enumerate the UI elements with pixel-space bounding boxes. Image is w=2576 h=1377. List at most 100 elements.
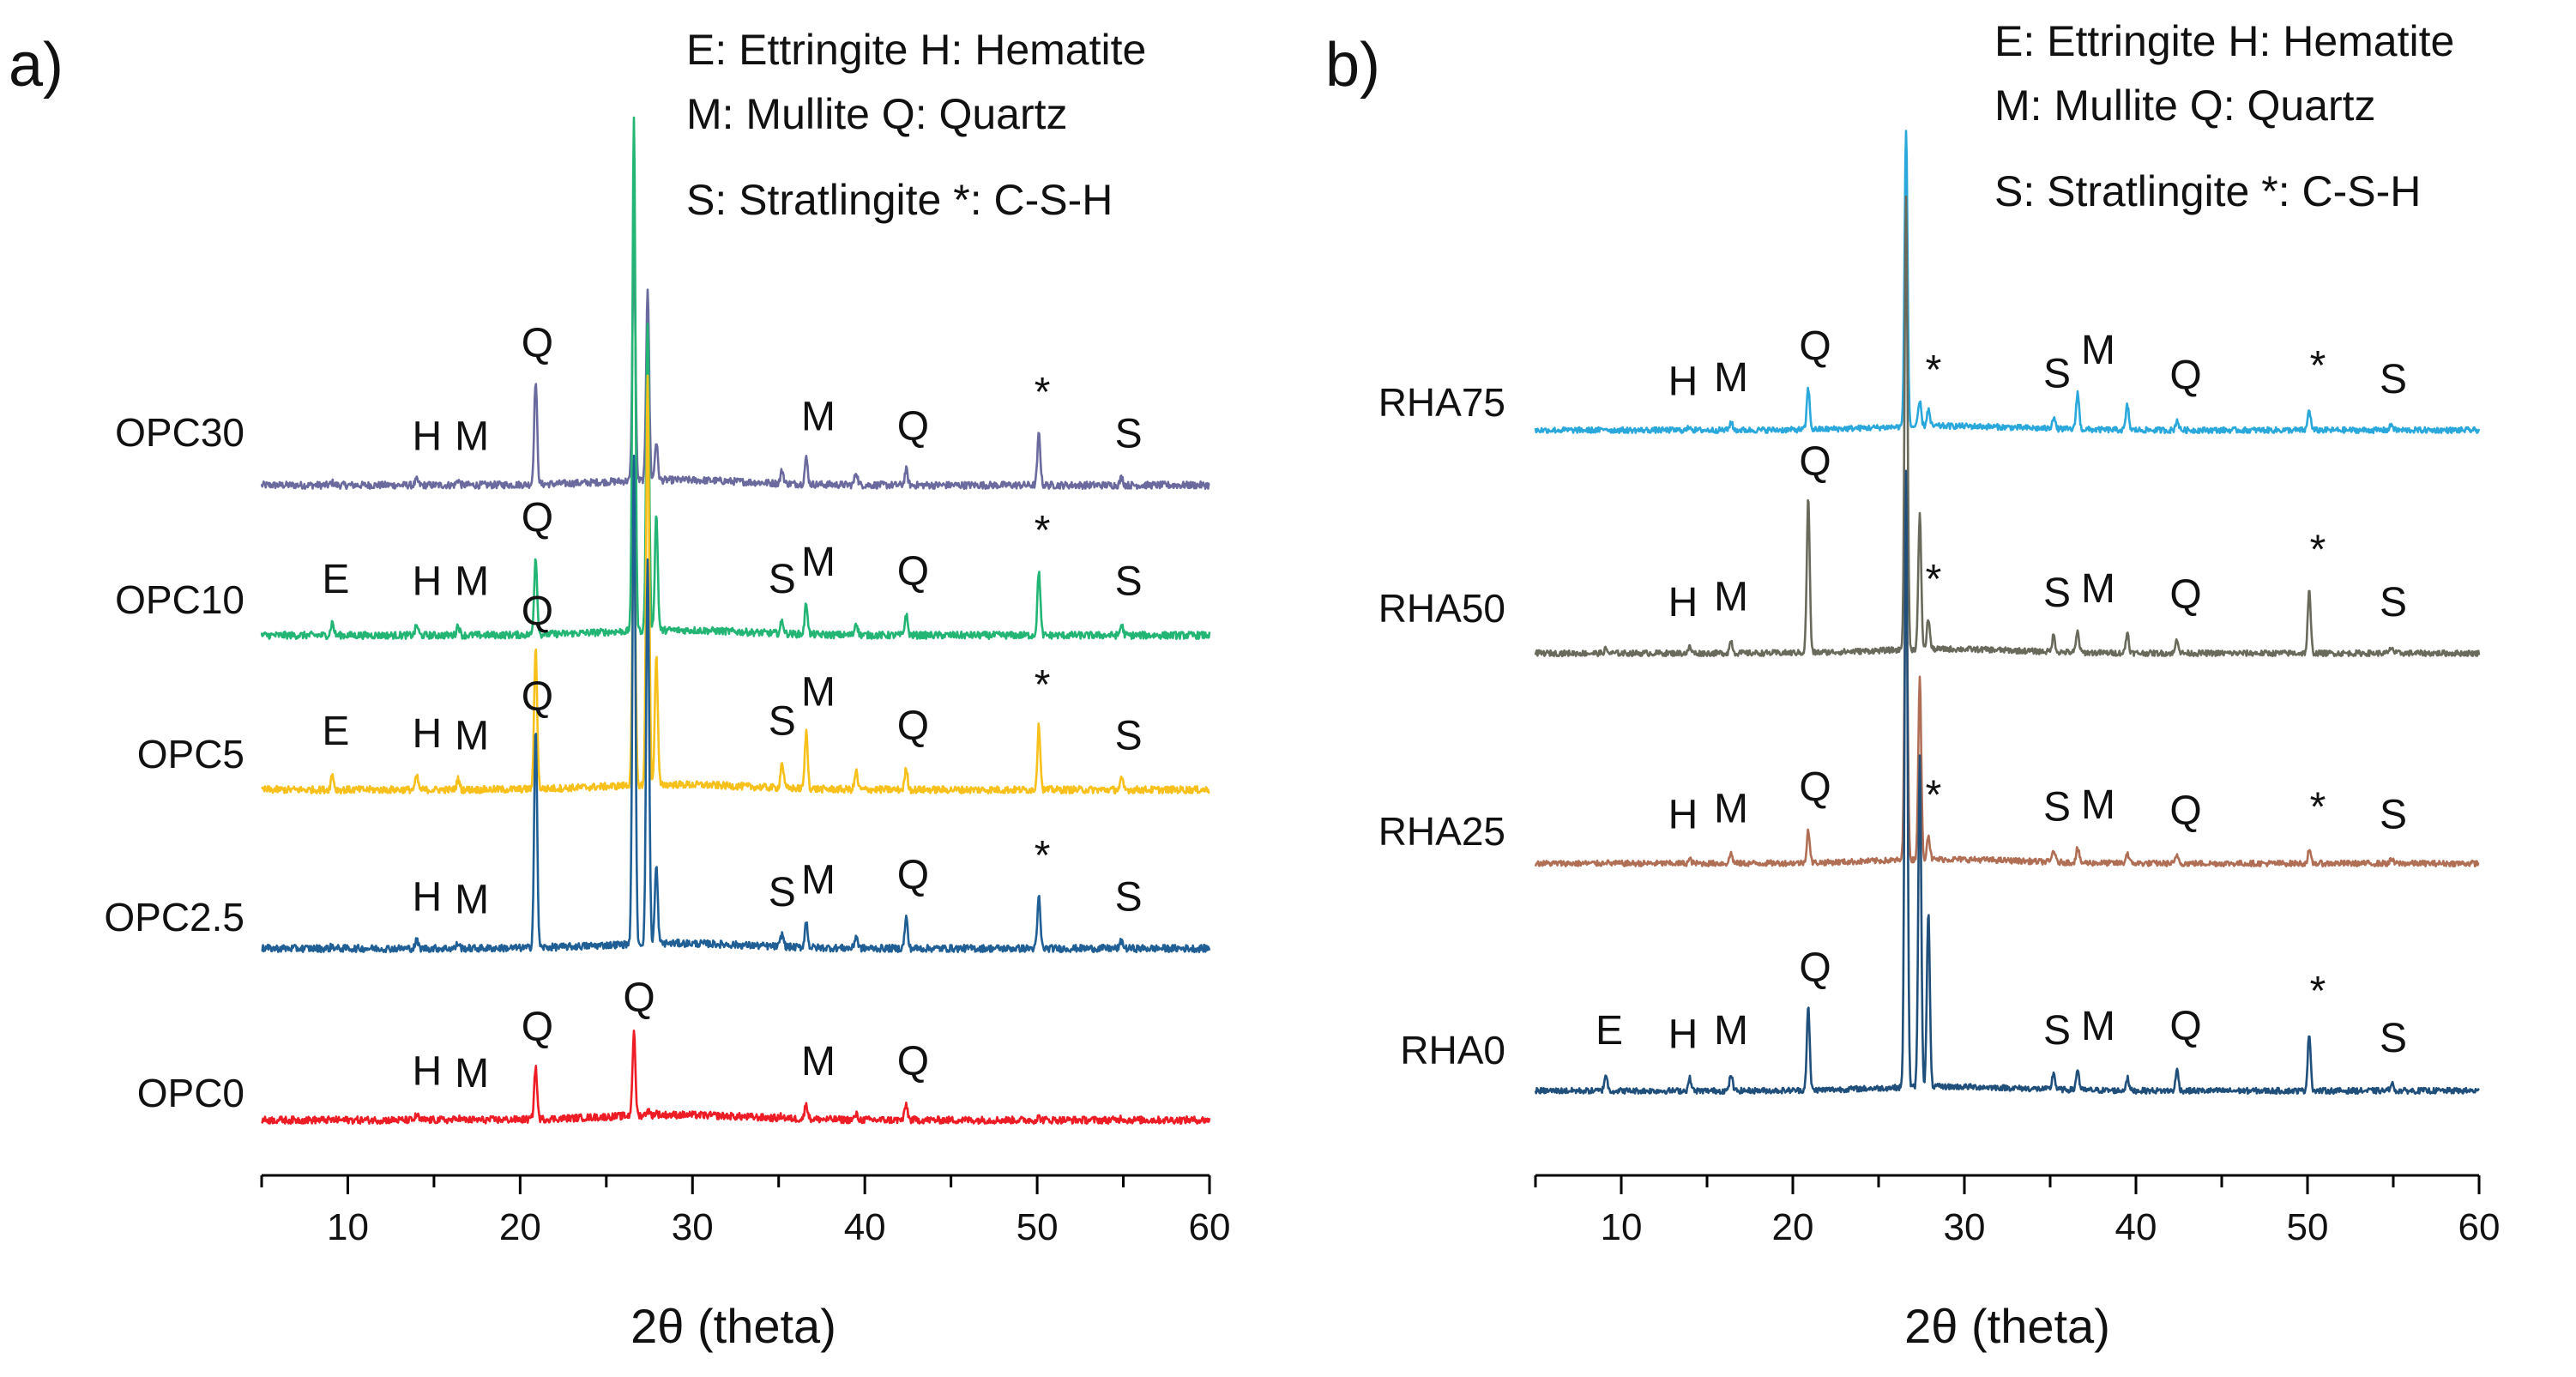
- panel-b-legend-line-2: M: Mullite Q: Quartz: [1994, 82, 2376, 130]
- peak-marker: *: [2310, 528, 2326, 573]
- panel-a-legend-line-1: E: Ettringite H: Hematite: [686, 26, 1146, 74]
- panel-b-legend-line-1: E: Ettringite H: Hematite: [1994, 17, 2454, 65]
- sample-label: OPC30: [115, 410, 244, 455]
- peak-marker: Q: [1799, 323, 1831, 369]
- x-tick-label: 30: [1944, 1206, 1986, 1248]
- panel-a-legend: E: Ettringite H: Hematite M: Mullite Q: …: [686, 26, 1146, 224]
- peak-marker: S: [2043, 571, 2071, 616]
- peak-marker: M: [2081, 782, 2115, 828]
- peak-marker: Q: [1799, 945, 1831, 991]
- trace-opc10: [260, 116, 1211, 640]
- peak-marker: Q: [623, 975, 655, 1021]
- peak-marker: Q: [2169, 1004, 2201, 1049]
- peak-marker: S: [769, 699, 796, 745]
- peak-marker: E: [322, 557, 349, 602]
- x-tick-label: 40: [844, 1206, 886, 1248]
- panel-b-label: b): [1325, 31, 1380, 100]
- peak-marker: *: [1035, 508, 1051, 553]
- peak-marker: S: [2380, 792, 2407, 837]
- trace-rha50: [1534, 195, 2481, 658]
- peak-marker: *: [1035, 662, 1051, 708]
- peak-marker: Q: [897, 549, 929, 595]
- peak-marker: S: [1115, 411, 1143, 456]
- peak-marker: M: [455, 1051, 489, 1096]
- peak-marker: *: [2310, 969, 2326, 1014]
- sample-label: OPC0: [137, 1071, 244, 1115]
- peak-marker: Q: [522, 321, 553, 366]
- sample-label: RHA0: [1400, 1028, 1505, 1072]
- peak-marker: E: [1596, 1008, 1623, 1054]
- peak-marker: *: [1926, 557, 1942, 602]
- x-tick-label: 10: [327, 1206, 369, 1248]
- panel-a-legend-line-3: S: Stratlingite *: C-S-H: [686, 176, 1113, 224]
- peak-marker: H: [1668, 792, 1698, 837]
- peak-marker: H: [413, 414, 443, 459]
- peak-marker: H: [413, 711, 443, 757]
- peak-marker: M: [455, 414, 489, 459]
- panel-b-x-axis: 10 20 30 40 50 60: [1534, 1174, 2500, 1248]
- trace-rha25: [1534, 541, 2480, 868]
- peak-marker: M: [1714, 574, 1748, 619]
- peak-marker: Q: [522, 1005, 553, 1050]
- peak-marker: H: [413, 559, 443, 605]
- peak-marker: M: [801, 1039, 836, 1084]
- peak-marker: *: [1926, 347, 1942, 393]
- panel-a-legend-line-2: M: Mullite Q: Quartz: [686, 90, 1068, 138]
- sample-label: OPC5: [137, 732, 244, 776]
- peak-marker: M: [455, 559, 489, 605]
- peak-marker: *: [1926, 773, 1942, 818]
- peak-marker: H: [413, 1048, 443, 1094]
- peak-marker: Q: [522, 674, 553, 720]
- peak-marker: H: [413, 874, 443, 920]
- series-rha25: RHA25 H M Q * S M Q * S: [1378, 541, 2480, 868]
- peak-marker: M: [801, 395, 836, 440]
- peak-marker: H: [1668, 359, 1698, 404]
- series-rha0: RHA0 E H MQS M Q*S: [1400, 469, 2480, 1096]
- peak-marker: Q: [897, 1039, 929, 1084]
- peak-marker: M: [1714, 1008, 1748, 1054]
- peak-marker: H: [1668, 1012, 1698, 1057]
- x-tick-label: 40: [2115, 1206, 2157, 1248]
- peak-marker: M: [801, 540, 836, 585]
- peak-marker: S: [769, 870, 796, 915]
- trace-opc2-5: [261, 454, 1211, 953]
- peak-marker: M: [2081, 1004, 2115, 1049]
- panel-b-legend-line-3: S: Stratlingite *: C-S-H: [1994, 167, 2421, 215]
- panel-a-x-axis: 10 20 30 40 50 60: [260, 1174, 1230, 1248]
- peak-marker: M: [455, 877, 489, 922]
- peak-marker: S: [2043, 351, 2071, 396]
- peak-marker: *: [1035, 370, 1051, 415]
- series-opc2-5: OPC2.5 H MQS M Q *S: [104, 454, 1211, 953]
- sample-label: RHA25: [1378, 809, 1505, 854]
- series-rha50: RHA50 H MQ* S M Q*S: [1378, 195, 2481, 658]
- panel-b-legend: E: Ettringite H: Hematite M: Mullite Q: …: [1994, 17, 2454, 215]
- peak-marker: M: [1714, 355, 1748, 401]
- peak-marker: M: [2081, 328, 2115, 373]
- trace-opc30: [260, 233, 1210, 490]
- peak-marker: M: [455, 714, 489, 759]
- peak-marker: S: [2043, 784, 2071, 830]
- peak-marker: M: [1714, 787, 1748, 832]
- peak-marker: Q: [897, 704, 929, 749]
- peak-marker: M: [2081, 566, 2115, 612]
- peak-marker: Q: [1799, 765, 1831, 811]
- x-tick-label: 20: [1772, 1206, 1814, 1248]
- peak-marker: Q: [522, 589, 553, 634]
- x-tick-label: 20: [499, 1206, 541, 1248]
- series-rha75: RHA75 H MQ* SMQ * S: [1378, 130, 2481, 434]
- peak-marker: Q: [897, 404, 929, 450]
- peak-marker: H: [1668, 580, 1698, 625]
- trace-opc0: [261, 1030, 1211, 1125]
- peak-marker: Q: [2169, 572, 2201, 618]
- x-tick-label: 50: [1017, 1206, 1059, 1248]
- peak-marker: S: [2380, 1016, 2407, 1061]
- panel-a-x-axis-title: 2θ (theta): [630, 1299, 836, 1353]
- series-opc10: OPC10 E H MQS M Q*S: [115, 116, 1211, 640]
- peak-marker: S: [1115, 559, 1143, 605]
- x-tick-label: 30: [672, 1206, 714, 1248]
